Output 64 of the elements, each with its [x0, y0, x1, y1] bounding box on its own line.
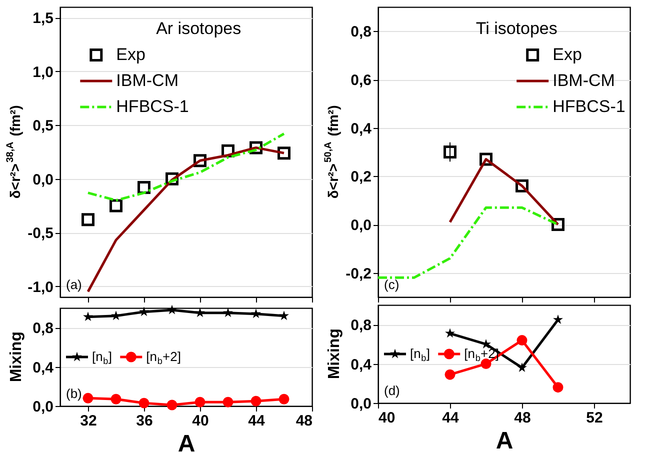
y-tick-label: 0,5: [32, 118, 54, 135]
point: [195, 308, 205, 318]
y-tick-label: 0,0: [32, 398, 54, 416]
y-axis-title: Mixing: [8, 332, 25, 382]
x-tick-label: 48: [514, 410, 531, 426]
y-tick-label: 0,4: [350, 356, 372, 374]
legend-label: HFBCS-1: [552, 97, 626, 116]
point: [83, 312, 93, 322]
text: Ar isotopes: [156, 19, 242, 38]
legend-label: IBM-CM: [116, 71, 178, 90]
legend-label: Exp: [116, 45, 146, 64]
point: [223, 308, 233, 318]
legend-label: IBM-CM: [552, 71, 615, 90]
x-tick-label: 44: [248, 412, 266, 430]
point: [279, 310, 289, 320]
point: [82, 213, 94, 226]
y-tick-label: 0,8: [350, 24, 372, 41]
point: [222, 396, 234, 408]
y-axis-title: δ<r²>50,A (fm²): [323, 105, 341, 199]
x-tick-label: 52: [586, 410, 603, 426]
x-axis-title: A: [496, 428, 514, 453]
x-tick-label: 36: [136, 412, 153, 430]
point: [251, 308, 261, 318]
y-tick-label: 0,0: [32, 171, 54, 188]
point: [82, 392, 94, 404]
legend-label: HFBCS-1: [116, 97, 189, 116]
y-tick-label: 1,0: [32, 64, 54, 81]
x-axis-title: A: [178, 430, 196, 453]
point: [167, 304, 177, 314]
y-tick-label: 0,4: [350, 120, 372, 138]
point: [138, 398, 150, 408]
point: [250, 396, 262, 406]
y-tick-label: 0,8: [350, 317, 372, 334]
x-tick-label: 44: [442, 410, 460, 426]
y-tick-label: 0,0: [350, 217, 372, 234]
point: [278, 394, 290, 404]
x-tick-label: 48: [296, 412, 312, 430]
annotation: (b): [66, 386, 82, 401]
y-tick-label: 0,0: [350, 396, 372, 412]
y-axis-title: Mixing: [326, 328, 343, 380]
y-tick-label: 1,5: [32, 10, 54, 28]
x-tick-label: 40: [192, 412, 209, 430]
annotation: (a): [66, 277, 82, 292]
point: [110, 394, 122, 404]
y-tick-label: 0,6: [350, 72, 372, 89]
y-tick-label: -0,2: [346, 265, 372, 282]
annotation: (c): [384, 277, 400, 292]
point: [444, 146, 456, 158]
x-tick-label: 32: [80, 412, 97, 430]
point: [194, 396, 206, 408]
point: [111, 310, 121, 320]
annotation: (d): [384, 383, 400, 398]
text: Ti isotopes: [476, 19, 558, 38]
x-tick-label: 40: [378, 410, 396, 426]
y-tick-label: 0,4: [32, 359, 54, 376]
y-axis-title: δ<r²>38,A (fm²): [5, 105, 23, 199]
point: [278, 146, 290, 160]
point: [166, 400, 178, 410]
y-tick-label: 0,8: [32, 320, 54, 338]
y-tick-label: 0,2: [350, 168, 372, 186]
legend-label: Exp: [552, 45, 582, 64]
point: [139, 306, 149, 316]
y-tick-label: -0,5: [28, 225, 54, 242]
y-tick-label: -1,0: [28, 278, 54, 296]
